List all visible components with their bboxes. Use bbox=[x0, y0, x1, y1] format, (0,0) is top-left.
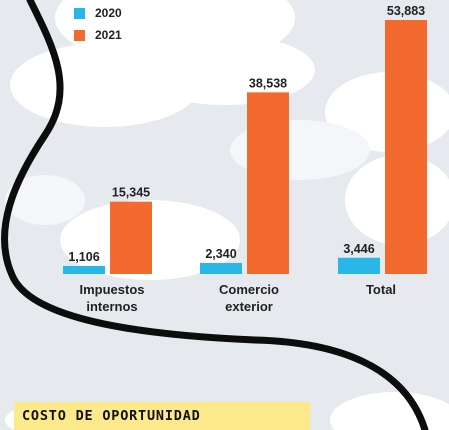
legend-label-2021: 2021 bbox=[95, 28, 122, 42]
bar-2020-comercio bbox=[200, 262, 242, 274]
cloud-shape bbox=[5, 175, 85, 225]
value-label-2020-impuestos: 1,106 bbox=[68, 250, 99, 264]
value-label-2020-total: 3,446 bbox=[343, 242, 374, 256]
bar-2020-total bbox=[338, 257, 380, 274]
legend-item-2020: 2020 bbox=[74, 2, 122, 24]
cloud-shape bbox=[135, 35, 315, 105]
legend-swatch-2020 bbox=[74, 7, 85, 19]
value-label-2020-comercio: 2,340 bbox=[205, 247, 236, 261]
curve-line bbox=[1, 0, 429, 430]
category-label-impuestos: Impuestos internos bbox=[79, 282, 145, 314]
value-label-2021-total: 53,883 bbox=[387, 4, 425, 18]
bar-2021-impuestos bbox=[110, 201, 152, 274]
bar-2021-total bbox=[385, 20, 427, 274]
footer-banner: COSTO DE OPORTUNIDAD bbox=[14, 402, 310, 430]
category-label-comercio: Comercio exterior bbox=[219, 282, 279, 314]
value-label-2021-impuestos: 15,345 bbox=[112, 186, 150, 200]
legend-item-2021: 2021 bbox=[74, 24, 122, 46]
footer-title: COSTO DE OPORTUNIDAD bbox=[22, 408, 201, 424]
legend-swatch-2021 bbox=[74, 29, 85, 41]
category-label-total: Total bbox=[365, 282, 397, 297]
legend-label-2020: 2020 bbox=[95, 6, 122, 20]
legend: 2020 2021 bbox=[74, 2, 122, 46]
bar-2021-comercio bbox=[247, 92, 289, 275]
bar-2020-impuestos bbox=[63, 266, 105, 274]
value-label-2021-comercio: 38,538 bbox=[249, 76, 287, 90]
